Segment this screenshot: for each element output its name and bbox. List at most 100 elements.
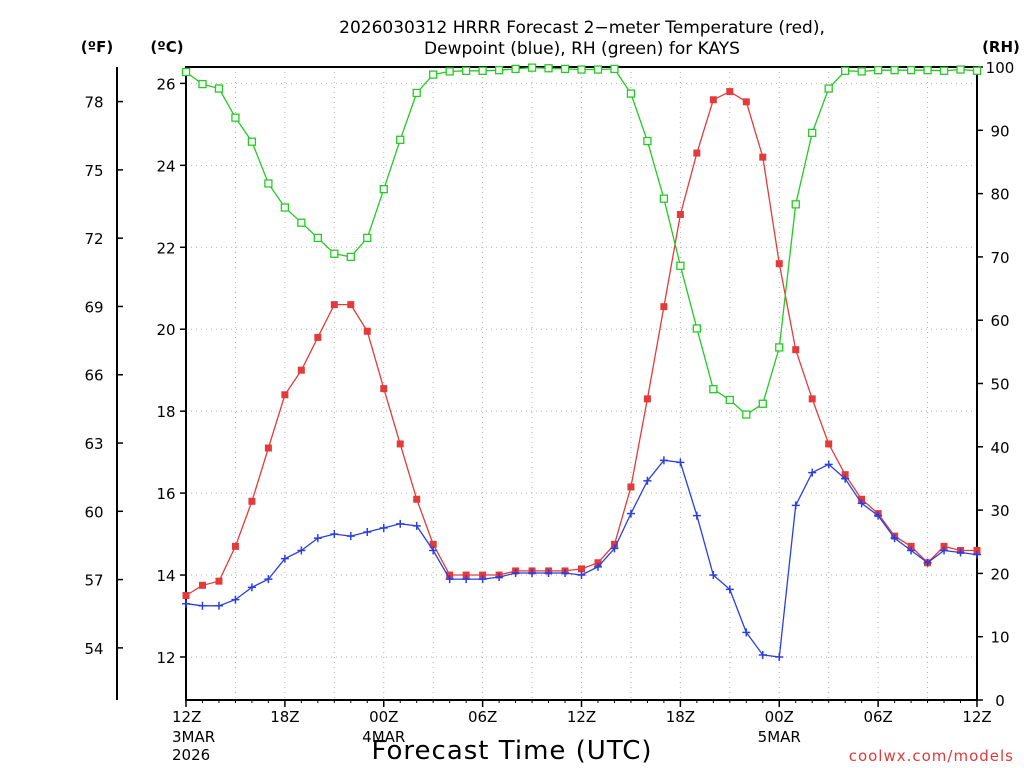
fahrenheit-tick-label: 66 xyxy=(84,367,103,385)
temperature-point xyxy=(462,571,470,579)
dewpoint-point xyxy=(940,546,949,555)
temperature-point xyxy=(610,540,618,548)
temperature-point xyxy=(264,444,272,452)
temperature-point xyxy=(825,440,833,448)
dewpoint-point xyxy=(610,544,619,553)
rh-tick-label: 90 xyxy=(990,122,1009,140)
fahrenheit-tick-label: 54 xyxy=(84,640,103,658)
temperature-point xyxy=(297,366,305,374)
rh-point xyxy=(857,67,866,76)
temperature-point xyxy=(742,98,750,106)
temperature-point xyxy=(594,559,602,567)
rh-point xyxy=(841,66,850,75)
rh-tick-label: 100 xyxy=(986,59,1015,77)
rh-point xyxy=(478,66,487,75)
celsius-tick-label: 22 xyxy=(156,239,175,257)
rh-point xyxy=(643,136,652,146)
dewpoint-point xyxy=(973,550,981,559)
dewpoint-point xyxy=(313,534,322,543)
x-axis-title: Forecast Time (UTC) xyxy=(371,736,652,766)
dewpoint-point xyxy=(775,652,784,661)
temperature-point xyxy=(841,471,849,479)
temperature-point xyxy=(726,88,734,96)
x-tick-sublabel: 4MAR xyxy=(362,728,405,746)
rh-tick-label: 10 xyxy=(990,629,1009,647)
rh-point xyxy=(577,65,586,74)
temperature-point xyxy=(907,542,915,550)
temperature-point xyxy=(693,149,701,157)
rh-tick-label: 80 xyxy=(990,186,1009,204)
celsius-tick-label: 14 xyxy=(156,567,175,585)
plot-frame xyxy=(185,66,978,701)
celsius-tick-label: 20 xyxy=(156,321,175,339)
dewpoint-point xyxy=(577,571,586,580)
rh-point xyxy=(791,200,800,209)
rh-point xyxy=(181,67,191,77)
rh-point xyxy=(214,84,224,93)
rh-point xyxy=(626,89,636,98)
x-tick-sublabel: 5MAR xyxy=(758,728,801,746)
dewpoint-point xyxy=(264,575,273,584)
celsius-tick-label: 24 xyxy=(156,157,175,175)
dewpoint-point xyxy=(907,546,916,555)
temperature-point xyxy=(660,303,668,311)
dewpoint-series xyxy=(182,456,981,661)
series xyxy=(181,63,982,661)
dewpoint-point xyxy=(890,534,899,543)
dewpoint-point xyxy=(247,583,256,592)
dewpoint-point xyxy=(182,599,190,608)
grid xyxy=(186,67,977,700)
rh-tick-label: 50 xyxy=(990,376,1009,394)
temperature-point xyxy=(940,542,948,550)
dewpoint-point xyxy=(528,568,537,577)
rh-point xyxy=(527,63,537,72)
rh-point xyxy=(560,64,570,74)
x-tick-label: 12Z xyxy=(962,708,991,726)
dewpoint-point xyxy=(742,628,751,637)
rh-point xyxy=(742,410,751,419)
x-tick-label: 18Z xyxy=(270,708,299,726)
temperature-point xyxy=(578,565,585,573)
celsius-tick-label: 12 xyxy=(156,649,175,667)
dewpoint-point xyxy=(198,601,207,610)
rh-point xyxy=(264,179,273,188)
dewpoint-point xyxy=(429,546,438,555)
dewpoint-point xyxy=(330,530,339,539)
rh-tick-label: 0 xyxy=(995,692,1005,710)
dewpoint-point xyxy=(214,601,223,610)
temperature-point xyxy=(973,546,981,554)
dewpoint-point xyxy=(709,571,718,580)
fahrenheit-tick-label: 57 xyxy=(84,572,103,590)
temperature-point xyxy=(396,440,404,448)
rh-point xyxy=(923,66,932,75)
celsius-tick-label: 18 xyxy=(156,403,175,421)
x-tick-label: 00Z xyxy=(765,708,794,726)
rh-point xyxy=(725,395,734,405)
dewpoint-point xyxy=(396,519,405,528)
chart-title-line-2: Dewpoint (blue), RH (green) for KAYS xyxy=(424,39,740,59)
dewpoint-point xyxy=(626,509,635,518)
temperature-point xyxy=(347,301,355,309)
dewpoint-point xyxy=(231,595,240,604)
temperature-point xyxy=(858,495,866,503)
rh-point xyxy=(873,66,883,75)
rh-point xyxy=(494,66,504,75)
x-tick-label: 00Z xyxy=(369,708,398,726)
dewpoint-point xyxy=(478,575,487,584)
fahrenheit-tick-label: 69 xyxy=(84,298,103,316)
temperature-point xyxy=(627,483,635,491)
rh-point xyxy=(363,233,372,243)
rh-point xyxy=(659,194,669,203)
dewpoint-point xyxy=(445,575,454,584)
x-tick-sublabel: 3MAR xyxy=(172,728,215,746)
rh-point xyxy=(758,399,767,408)
rh-series xyxy=(181,63,982,419)
fahrenheit-tick-label: 72 xyxy=(84,230,103,248)
dewpoint-point xyxy=(758,650,767,659)
temperature-point xyxy=(330,301,338,309)
rh-point xyxy=(956,65,965,74)
temperature-point xyxy=(314,333,322,341)
rh-point xyxy=(247,137,257,146)
celsius-unit-label: (ºC) xyxy=(150,38,183,56)
